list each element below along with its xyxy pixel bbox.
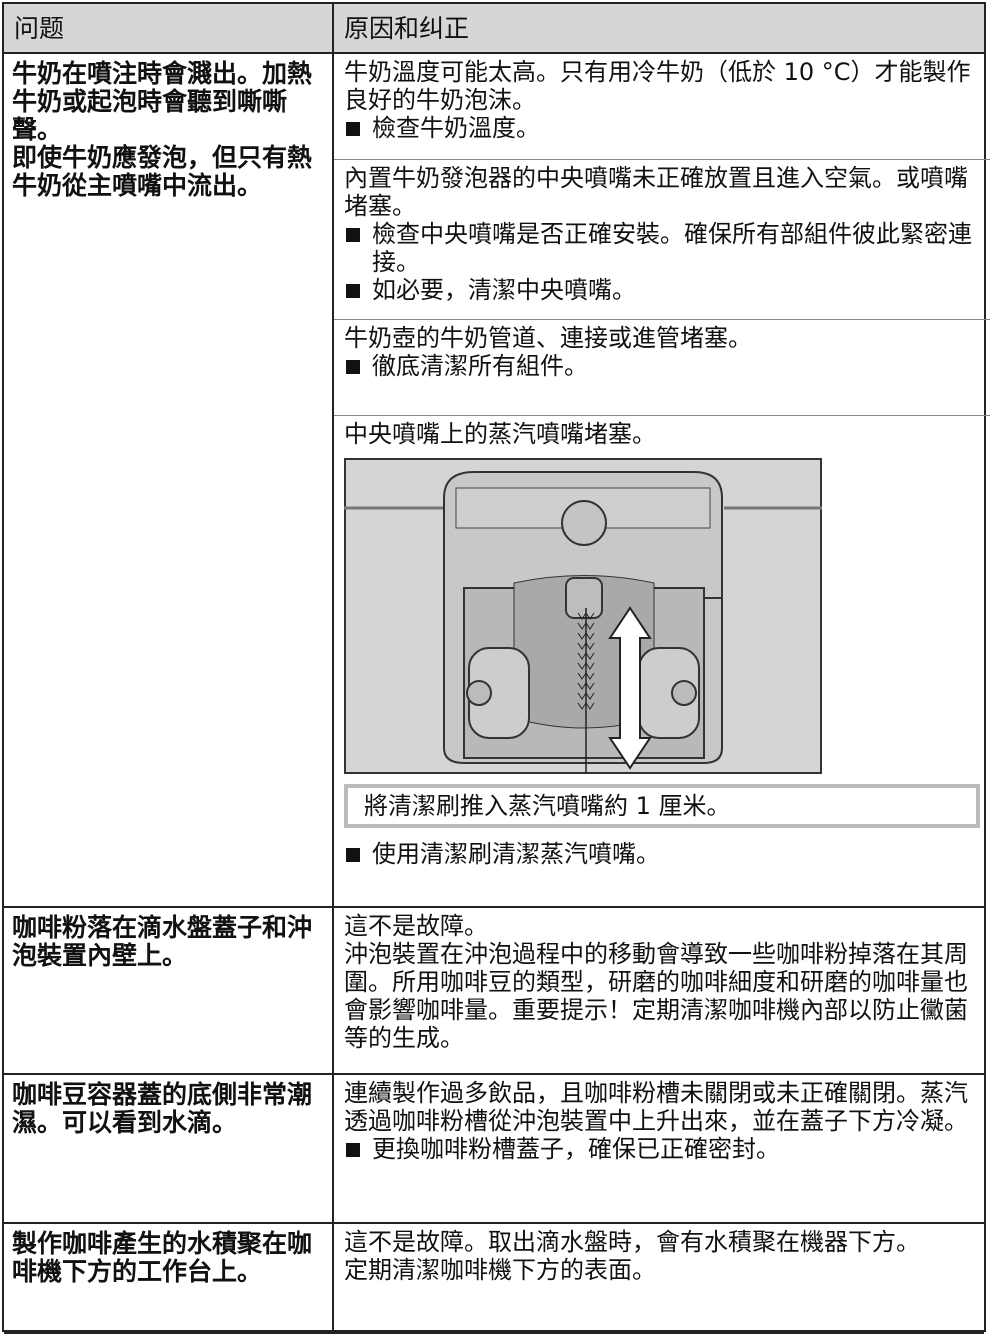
cause-text: 牛奶溫度可能太高。只有用冷牛奶（低於 10 °C）才能製作良好的牛奶泡沫。 — [344, 58, 971, 114]
bullet-item: 如必要，清潔中央噴嘴。 — [344, 276, 980, 304]
bullet-square — [346, 848, 360, 862]
problem-text: 即使牛奶應發泡，但只有熱牛奶從主噴嘴中流出。 — [12, 143, 313, 200]
cause-text: 牛奶壺的牛奶管道、連接或進管堵塞。 — [344, 324, 752, 352]
problem-text: 咖啡粉落在滴水盤蓋子和沖泡裝置內壁上。 — [12, 913, 313, 970]
bullet-square — [346, 1143, 360, 1157]
bullet-square — [346, 360, 360, 374]
cause-text: 定期清潔咖啡機下方的表面。 — [344, 1256, 656, 1284]
table-row: 牛奶在噴注時會濺出。加熱牛奶或起泡時會聽到嘶嘶聲。 即使牛奶應發泡，但只有熱牛奶從… — [4, 54, 990, 908]
cause-cell: 這不是故障。 沖泡裝置在沖泡過程中的移動會導致一些咖啡粉掉落在其周圍。所用咖啡豆的… — [334, 908, 984, 1073]
bullet-square — [346, 284, 360, 298]
bullet-text: 如必要，清潔中央噴嘴。 — [372, 276, 636, 304]
bullet-item: 徹底清潔所有組件。 — [344, 352, 980, 380]
illustration — [344, 458, 822, 774]
cause-text: 內置牛奶發泡器的中央噴嘴未正確放置且進入空氣。或噴嘴堵塞。 — [344, 164, 968, 220]
bullet-text: 徹底清潔所有組件。 — [372, 352, 588, 380]
cause-text: 這不是故障。取出滴水盤時，會有水積聚在機器下方。 — [344, 1228, 920, 1256]
cause-text: 這不是故障。 — [344, 912, 488, 940]
bullet-text: 檢查牛奶溫度。 — [372, 114, 540, 142]
bullet-square — [346, 122, 360, 136]
table-row: 製作咖啡產生的水積聚在咖啡機下方的工作台上。 這不是故障。取出滴水盤時，會有水積聚… — [4, 1224, 984, 1334]
problem-cell: 咖啡豆容器蓋的底側非常潮濕。可以看到水滴。 — [4, 1075, 334, 1222]
problem-cell: 牛奶在噴注時會濺出。加熱牛奶或起泡時會聽到嘶嘶聲。 即使牛奶應發泡，但只有熱牛奶從… — [4, 54, 334, 906]
cause-block: 牛奶壺的牛奶管道、連接或進管堵塞。 徹底清潔所有組件。 — [334, 320, 990, 416]
cause-cell: 連續製作過多飲品，且咖啡粉槽未關閉或未正確關閉。蒸汽透過咖啡粉槽從沖泡裝置中上升… — [334, 1075, 984, 1222]
cause-block: 這不是故障。 沖泡裝置在沖泡過程中的移動會導致一些咖啡粉掉落在其周圍。所用咖啡豆的… — [334, 908, 984, 1056]
cause-block: 內置牛奶發泡器的中央噴嘴未正確放置且進入空氣。或噴嘴堵塞。 檢查中央噴嘴是否正確安… — [334, 160, 990, 320]
bullet-item: 更換咖啡粉槽蓋子，確保已正確密封。 — [344, 1135, 974, 1163]
cause-cell: 這不是故障。取出滴水盤時，會有水積聚在機器下方。 定期清潔咖啡機下方的表面。 — [334, 1224, 984, 1332]
bullet-square — [346, 228, 360, 242]
problem-cell: 製作咖啡產生的水積聚在咖啡機下方的工作台上。 — [4, 1224, 334, 1332]
cause-cell: 牛奶溫度可能太高。只有用冷牛奶（低於 10 °C）才能製作良好的牛奶泡沫。 檢查牛… — [334, 54, 990, 906]
bullet-text: 更換咖啡粉槽蓋子，確保已正確密封。 — [372, 1135, 780, 1163]
cause-text: 沖泡裝置在沖泡過程中的移動會導致一些咖啡粉掉落在其周圍。所用咖啡豆的類型，研磨的… — [344, 940, 968, 1052]
table-row: 咖啡粉落在滴水盤蓋子和沖泡裝置內壁上。 這不是故障。 沖泡裝置在沖泡過程中的移動會導… — [4, 908, 984, 1075]
problem-cell: 咖啡粉落在滴水盤蓋子和沖泡裝置內壁上。 — [4, 908, 334, 1073]
bullet-item: 檢查中央噴嘴是否正確安裝。確保所有部組件彼此緊密連接。 — [344, 220, 980, 276]
bullet-text: 使用清潔刷清潔蒸汽噴嘴。 — [372, 840, 660, 868]
bullet-item: 檢查牛奶溫度。 — [344, 114, 980, 142]
cause-block: 連續製作過多飲品，且咖啡粉槽未關閉或未正確關閉。蒸汽透過咖啡粉槽從沖泡裝置中上升… — [334, 1075, 984, 1167]
problem-text: 製作咖啡產生的水積聚在咖啡機下方的工作台上。 — [12, 1229, 313, 1286]
problem-text: 咖啡豆容器蓋的底側非常潮濕。可以看到水滴。 — [12, 1080, 313, 1137]
figure-caption: 將清潔刷推入蒸汽噴嘴約 1 厘米。 — [344, 784, 980, 828]
cause-text: 中央噴嘴上的蒸汽噴嘴堵塞。 — [344, 420, 656, 448]
cause-block: 牛奶溫度可能太高。只有用冷牛奶（低於 10 °C）才能製作良好的牛奶泡沫。 檢查牛… — [334, 54, 990, 160]
cause-block: 中央噴嘴上的蒸汽噴嘴堵塞。 將清潔刷推入蒸汽噴嘴約 1 厘米。使用清潔刷清潔蒸汽… — [334, 416, 990, 908]
bullet-item: 使用清潔刷清潔蒸汽噴嘴。 — [344, 840, 980, 868]
table-row: 咖啡豆容器蓋的底側非常潮濕。可以看到水滴。 連續製作過多飲品，且咖啡粉槽未關閉或未… — [4, 1075, 984, 1224]
bullet-text: 檢查中央噴嘴是否正確安裝。確保所有部組件彼此緊密連接。 — [372, 220, 972, 276]
header-cell: 原因和纠正 — [344, 14, 470, 43]
cause-text: 連續製作過多飲品，且咖啡粉槽未關閉或未正確關閉。蒸汽透過咖啡粉槽從沖泡裝置中上升… — [344, 1079, 968, 1135]
problem-text: 牛奶在噴注時會濺出。加熱牛奶或起泡時會聽到嘶嘶聲。 — [12, 59, 313, 144]
table-body: 牛奶在噴注時會濺出。加熱牛奶或起泡時會聽到嘶嘶聲。 即使牛奶應發泡，但只有熱牛奶從… — [4, 54, 990, 1334]
header-row: 问题 原因和纠正 — [4, 4, 984, 54]
cause-block: 這不是故障。取出滴水盤時，會有水積聚在機器下方。 定期清潔咖啡機下方的表面。 — [334, 1224, 984, 1288]
header-cell: 问题 — [4, 4, 334, 52]
